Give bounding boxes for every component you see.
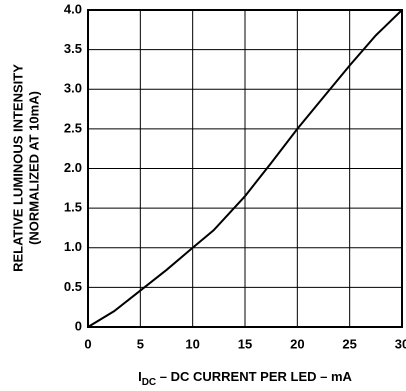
y-tick-label: 1.0 [64,239,82,254]
x-tick-label: 30 [395,336,406,351]
x-tick-label: 5 [137,336,144,351]
x-tick-label: 10 [185,336,199,351]
y-label-line: (NORMALIZED AT 10mA) [26,91,41,245]
x-tick-label: 0 [84,336,91,351]
y-tick-label: 2.5 [64,120,82,135]
x-label-rest: – DC CURRENT PER LED – mA [156,369,352,384]
y-tick-label: 4.0 [64,1,82,16]
y-label-line: RELATIVE LUMINOUS INTENSITY [10,64,25,272]
plot-frame [87,9,403,328]
y-tick-label: 0 [75,318,82,333]
y-tick-label: 2.0 [64,160,82,175]
x-tick-label: 20 [290,336,304,351]
x-tick-label: 25 [342,336,356,351]
y-tick-label: 0.5 [64,279,82,294]
y-tick-label: 3.5 [64,41,82,56]
x-label-sub: DC [142,377,156,388]
x-label-main: I [138,369,142,384]
y-axis-label: RELATIVE LUMINOUS INTENSITY (NORMALIZED … [10,64,41,272]
y-tick-label: 3.0 [64,81,82,96]
data-line [87,9,403,328]
x-axis-label: IDC – DC CURRENT PER LED – mA [138,369,352,387]
x-tick-label: 15 [238,336,252,351]
y-tick-label: 1.5 [64,200,82,215]
